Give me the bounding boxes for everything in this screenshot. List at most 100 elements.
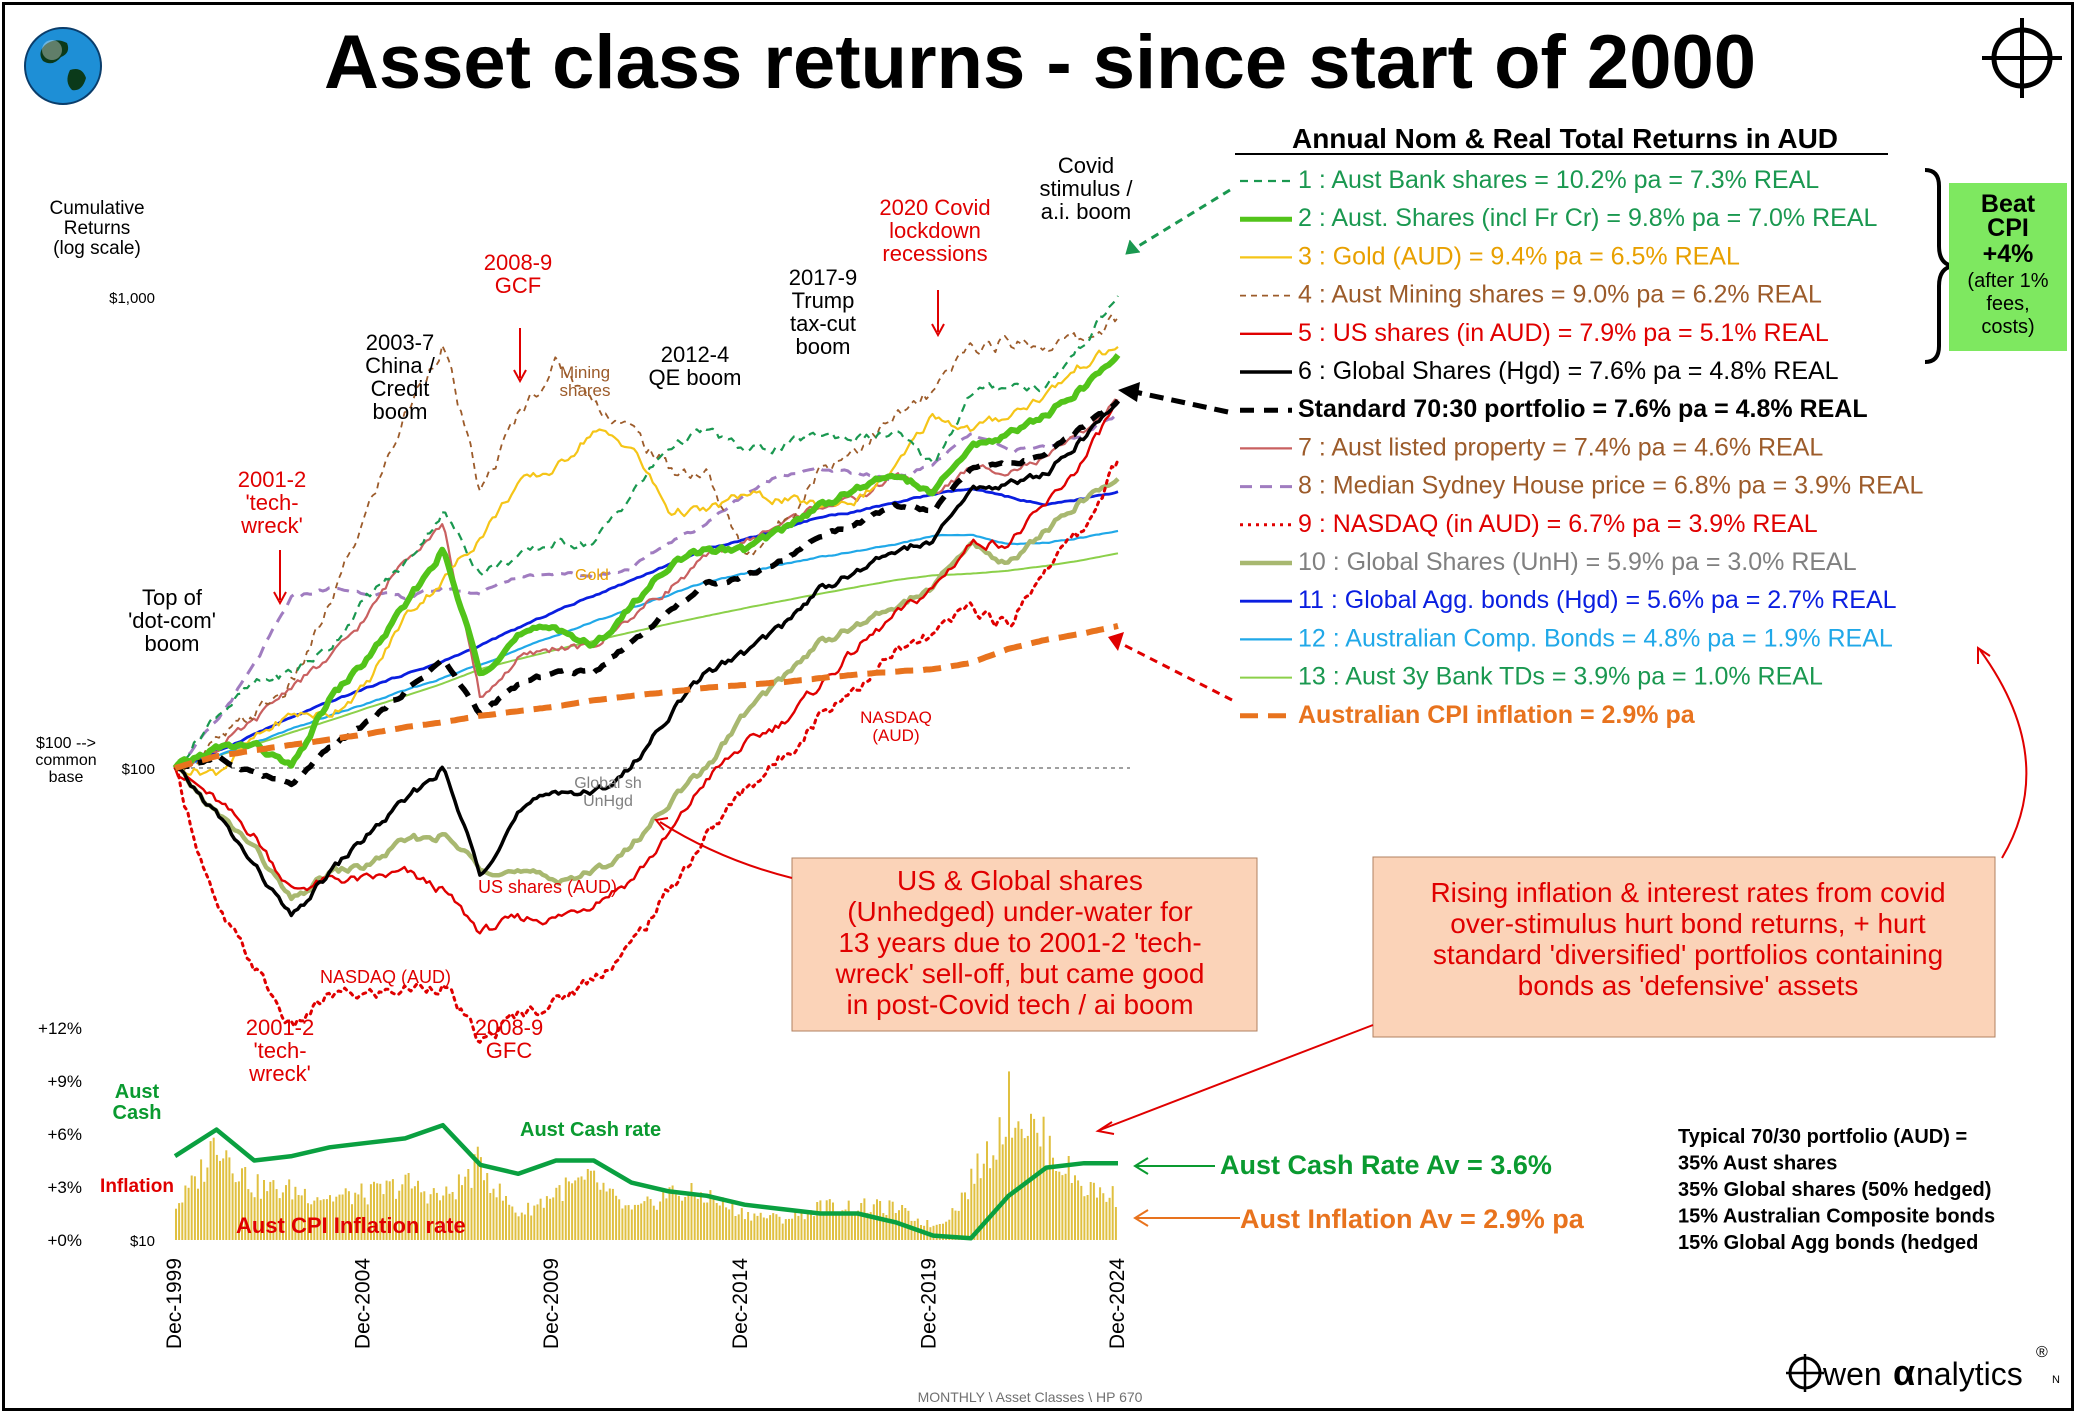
annotation-mining: Mining <box>560 363 610 382</box>
annotation-nasdaq-low: NASDAQ (AUD) <box>320 967 451 987</box>
inflation-bar <box>250 1192 253 1240</box>
inflation-bar <box>1092 1182 1095 1240</box>
legend-entry: 1 : Aust Bank shares = 10.2% pa = 7.3% R… <box>1298 166 1819 194</box>
arrow-cpi-head <box>1108 632 1124 651</box>
inflation-bar <box>1036 1132 1039 1240</box>
inflation-bar <box>926 1220 929 1240</box>
inflation-bar <box>303 1188 306 1240</box>
globe-icon <box>42 40 62 60</box>
inflation-bar <box>1004 1136 1007 1240</box>
inflation-bar <box>338 1194 341 1240</box>
inflation-bar <box>297 1195 300 1240</box>
inflation-bar <box>376 1183 379 1240</box>
x-tick-label: Dec-2004 <box>352 1258 375 1349</box>
rate-tick-label: +12% <box>38 1019 82 1038</box>
inflation-bar <box>1114 1207 1117 1240</box>
inflation-bar <box>574 1180 577 1240</box>
beat-cpi-box <box>1949 183 2067 351</box>
inflation-bar <box>1058 1171 1061 1240</box>
inflation-bar <box>219 1160 221 1240</box>
inflation-bar <box>1039 1146 1042 1240</box>
annotation-china: China / <box>365 353 436 378</box>
arrow-gcf <box>513 328 527 384</box>
inflation-bar <box>1099 1187 1102 1240</box>
beat-cpi-text: CPI <box>1987 214 2029 242</box>
inflation-bar <box>561 1201 564 1240</box>
inflation-bar <box>872 1204 875 1240</box>
inflation-bar <box>769 1215 772 1240</box>
inflation-bar <box>505 1196 507 1240</box>
inflation-bar <box>178 1203 181 1240</box>
inflation-bar <box>527 1202 530 1240</box>
inflation-bar <box>369 1184 372 1240</box>
series-line-nasdaq <box>173 458 1120 1044</box>
arrow-bank <box>1131 188 1231 252</box>
inflation-bar <box>973 1183 976 1240</box>
inflation-bar <box>1008 1071 1010 1240</box>
inflation-bar <box>778 1216 781 1240</box>
series-line-aus_shares <box>172 353 1121 770</box>
note-bonds-text: Rising inflation & interest rates from c… <box>1430 877 1945 908</box>
inflation-bar <box>627 1205 630 1240</box>
inflation-bar <box>432 1188 435 1240</box>
inflation-bar <box>709 1190 712 1240</box>
inflation-bar <box>385 1180 388 1240</box>
inflation-bar <box>728 1209 731 1240</box>
legend-entry: 10 : Global Shares (UnH) = 5.9% pa = 3.0… <box>1298 548 1857 576</box>
annotation-gcf: GCF <box>495 273 541 298</box>
y-axis-title: Returns <box>64 218 131 239</box>
inflation-bar <box>316 1197 319 1240</box>
inflation-bar <box>630 1209 633 1240</box>
inflation-bar <box>948 1219 951 1240</box>
inflation-bar <box>420 1192 423 1240</box>
portfolio-definition: 35% Aust shares <box>1678 1153 1837 1175</box>
inflation-bar <box>395 1198 397 1240</box>
inflation-bar <box>278 1198 281 1240</box>
inflation-bar <box>1086 1195 1089 1240</box>
inflation-bar <box>637 1204 640 1240</box>
inflation-bar <box>187 1187 190 1240</box>
inflation-bar <box>542 1207 545 1240</box>
inflation-bar <box>1105 1201 1108 1240</box>
cash-rate-line <box>173 1122 1118 1241</box>
inflation-bar <box>1042 1116 1045 1240</box>
inflation-bar <box>951 1208 954 1240</box>
note-us-text: 13 years due to 2001-2 'tech- <box>838 927 1201 958</box>
inflation-bar <box>791 1218 794 1240</box>
inflation-bar <box>1017 1121 1020 1240</box>
inflation-bar <box>725 1207 728 1240</box>
inflation-bar <box>545 1196 548 1240</box>
series-line-td <box>174 552 1119 769</box>
arrow-note-bonds-2 <box>1099 1024 1374 1131</box>
annotation-gfc-bottom: GFC <box>486 1038 533 1063</box>
arrow-head <box>273 591 287 606</box>
brand-text: wen <box>1822 1356 1882 1392</box>
base-note: $100 --> <box>36 735 96 752</box>
footer-text: MONTHLY \ Asset Classes \ HP 670 <box>918 1389 1143 1405</box>
crosshair-icon <box>1982 18 2062 98</box>
annotation-gcf: 2008-9 <box>484 250 553 275</box>
cash-rate-average: Aust Cash Rate Av = 3.6% <box>1220 1150 1552 1180</box>
annotation-dotcom: Top of <box>142 585 203 610</box>
inflation-bar <box>429 1194 432 1240</box>
inflation-bar <box>687 1192 690 1240</box>
inflation-bar <box>699 1192 702 1240</box>
inflation-bar <box>841 1210 844 1240</box>
arrow-note-bonds-head <box>1977 646 1991 664</box>
inflation-bar <box>882 1213 885 1240</box>
inflation-bar <box>1011 1137 1014 1240</box>
note-bonds-text: over-stimulus hurt bond returns, + hurt <box>1450 908 1926 939</box>
inflation-bar <box>266 1191 269 1240</box>
annotation-mining: shares <box>559 381 610 400</box>
inflation-bar <box>307 1203 309 1240</box>
inflation-bar <box>373 1181 375 1240</box>
inflation-bar <box>275 1189 278 1240</box>
inflation-bar <box>451 1192 454 1240</box>
inflation-bar <box>341 1194 344 1240</box>
inflation-bar <box>190 1175 193 1240</box>
inflation-bar <box>668 1187 671 1240</box>
annotation-global-unhgd: Global sh <box>574 775 642 792</box>
inflation-bar <box>674 1194 677 1240</box>
inflation-bar <box>417 1180 419 1240</box>
